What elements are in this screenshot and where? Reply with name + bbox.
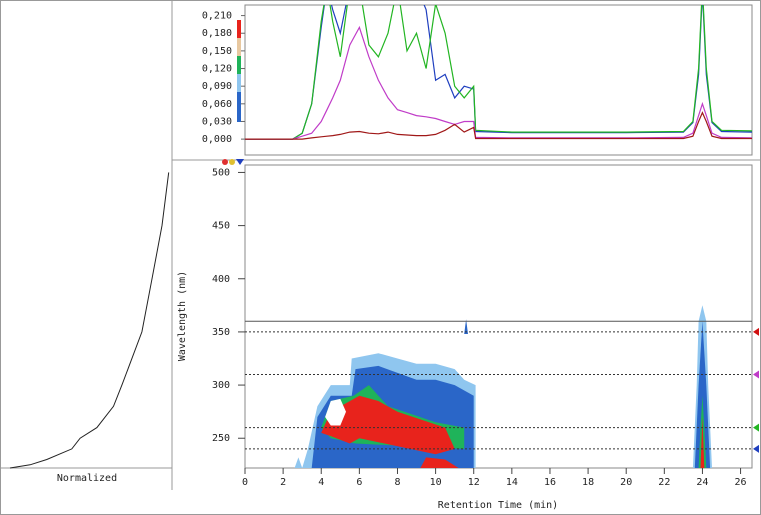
x-tick-label: 20: [620, 477, 632, 488]
x-tick-label: 18: [582, 477, 594, 488]
color-scale: [237, 20, 241, 122]
series-line: [245, 111, 752, 140]
x-tick-label: 14: [506, 477, 518, 488]
x-axis-title: Retention Time (min): [438, 500, 558, 511]
y-tick-label: 500: [212, 167, 230, 178]
x-tick-label: 24: [696, 477, 708, 488]
x-tick-label: 0: [242, 477, 248, 488]
y-axis-title: Wavelength (nm): [177, 271, 188, 361]
spectrum-label: Normalized: [57, 473, 117, 484]
contour-region: [700, 417, 705, 468]
wavelength-marker: [753, 444, 759, 453]
series-line: [245, 25, 752, 140]
y-tick-label: 0,060: [202, 99, 232, 110]
wavelength-marker: [753, 327, 759, 336]
wavelength-marker: [753, 370, 759, 379]
y-tick-label: 0,090: [202, 81, 232, 92]
plot-area: [245, 5, 752, 140]
x-tick-label: 8: [394, 477, 400, 488]
contour-region: [694, 321, 711, 468]
contour-region: [420, 457, 459, 468]
y-tick-label: 250: [212, 433, 230, 444]
contour-region: [464, 319, 468, 334]
plot-frame: [244, 4, 753, 156]
x-tick-label: 6: [356, 477, 362, 488]
contour-region: [321, 395, 455, 455]
y-tick-label: 0,150: [202, 46, 232, 57]
series-line: [245, 5, 752, 140]
x-tick-label: 2: [280, 477, 286, 488]
x-tick-label: 10: [430, 477, 442, 488]
x-tick-label: 12: [468, 477, 480, 488]
contour-region: [294, 457, 303, 468]
y-tick-label: 450: [212, 221, 230, 232]
y-tick-label: 400: [212, 274, 230, 285]
y-tick-label: 0,120: [202, 64, 232, 75]
plot-area: [294, 305, 712, 468]
x-tick-label: 16: [544, 477, 556, 488]
y-tick-label: 0,210: [202, 11, 232, 22]
x-tick-label: 22: [658, 477, 670, 488]
y-tick-label: 0,180: [202, 28, 232, 39]
contour-region: [325, 398, 346, 426]
x-tick-label: 4: [318, 477, 324, 488]
wavelength-marker: [753, 423, 759, 432]
x-tick-label: 26: [735, 477, 747, 488]
y-tick-label: 0,030: [202, 116, 232, 127]
spectrum-line: [9, 172, 170, 469]
y-tick-label: 0,000: [202, 134, 232, 145]
y-tick-label: 350: [212, 327, 230, 338]
plot-frame: [244, 164, 753, 469]
y-tick-label: 300: [212, 380, 230, 391]
toolbar-icons[interactable]: [222, 159, 244, 165]
